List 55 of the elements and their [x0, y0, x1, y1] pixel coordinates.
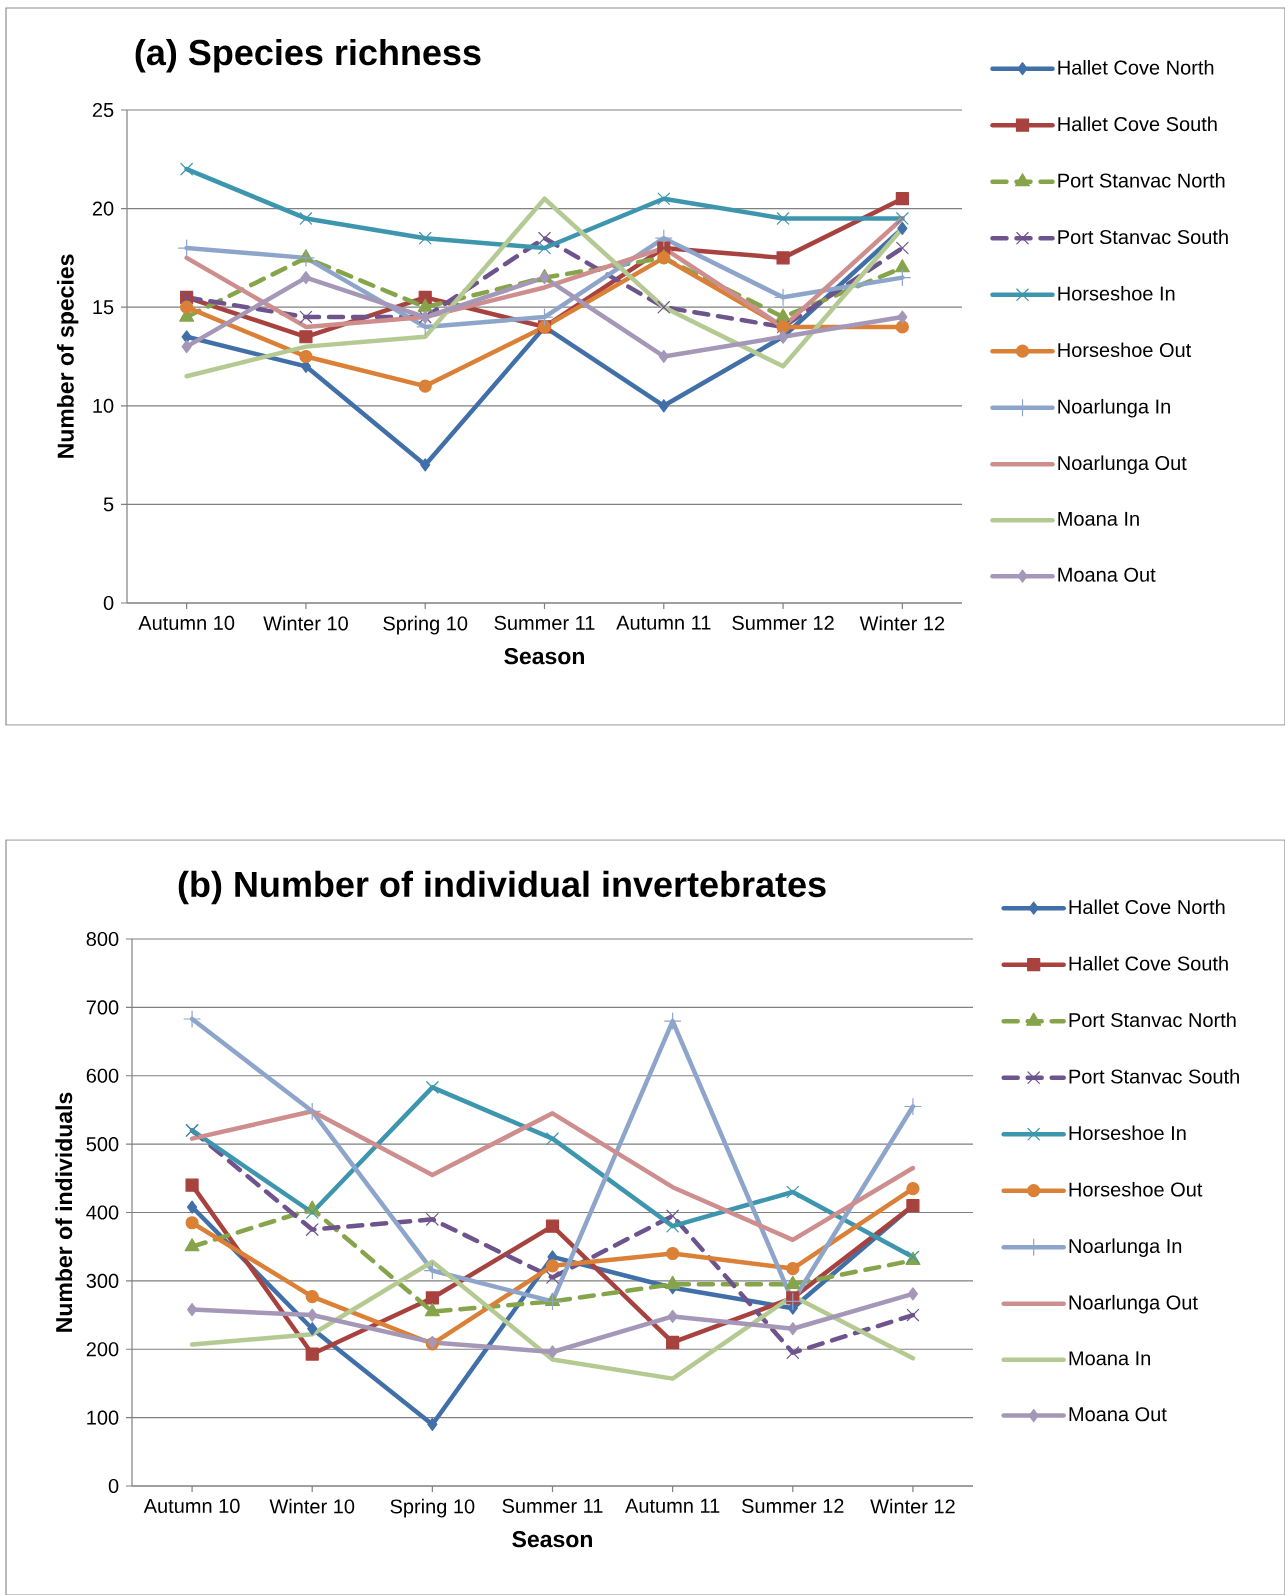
x-tick-label: Summer 12: [742, 1498, 844, 1514]
y-tick-label: 200: [86, 1342, 119, 1357]
legend-label: Horseshoe In: [1069, 1125, 1186, 1141]
x-axis-title: Season: [512, 1531, 592, 1548]
chart-title: (a) Species richness: [135, 38, 481, 73]
x-tick-label: Winter 12: [859, 615, 945, 631]
legend-label: Moana In: [1069, 1351, 1150, 1366]
x-tick-label: Spring 10: [390, 1498, 475, 1518]
legend-label: Hallet Cove North: [1058, 59, 1214, 75]
y-tick-label: 300: [86, 1273, 119, 1288]
x-tick-label: Winter 12: [870, 1498, 955, 1514]
legend-label: Port Stanvac North: [1058, 172, 1225, 188]
legend-label: Port Stanvac North: [1069, 1012, 1236, 1028]
y-tick-label: 0: [108, 1478, 119, 1494]
legend-label: Port Stanvac South: [1069, 1068, 1239, 1084]
legend-label: Noarlunga Out: [1058, 455, 1187, 475]
legend-label: Port Stanvac South: [1058, 229, 1228, 245]
legend-label: Horseshoe In: [1058, 285, 1175, 301]
y-tick-label: 0: [103, 595, 114, 611]
legend-label: Hallet Cove North: [1069, 899, 1225, 915]
x-tick-label: Summer 12: [732, 615, 834, 631]
y-tick-label: 25: [92, 102, 114, 118]
x-tick-label: Autumn 10: [143, 1498, 240, 1514]
legend-label: Noarlunga In: [1069, 1238, 1182, 1258]
x-axis-title: Season: [504, 648, 584, 665]
y-tick-label: 700: [86, 1000, 119, 1015]
x-tick-label: Autumn 10: [138, 615, 235, 631]
x-tick-label: Spring 10: [383, 615, 468, 635]
legend-label: Moana Out: [1058, 567, 1156, 582]
x-tick-label: Autumn 11: [616, 615, 711, 630]
legend-label: Hallet Cove South: [1069, 955, 1228, 971]
legend-label: Hallet Cove South: [1058, 116, 1217, 132]
y-tick-label: 20: [92, 201, 114, 216]
y-tick-label: 400: [86, 1205, 119, 1220]
y-tick-label: 5: [103, 497, 114, 512]
x-tick-label: Summer 11: [494, 615, 595, 631]
x-tick-label: Winter 10: [263, 615, 348, 631]
y-tick-label: 600: [86, 1068, 119, 1083]
legend-label: Noarlunga In: [1058, 398, 1170, 418]
legend-label: Moana In: [1058, 511, 1139, 526]
legend-label: Moana Out: [1069, 1407, 1167, 1422]
y-tick-label: 100: [87, 1410, 119, 1425]
y-tick-label: 15: [93, 300, 114, 315]
x-tick-label: Winter 10: [269, 1498, 355, 1514]
chart-title: (b) Number of individual invertebrates: [178, 870, 826, 905]
y-tick-label: 10: [93, 398, 114, 413]
y-axis-title: Number of species: [56, 254, 79, 458]
y-axis-title: Number of individuals: [55, 1092, 73, 1332]
y-tick-label: 500: [86, 1137, 119, 1152]
x-tick-label: Summer 11: [502, 1498, 603, 1514]
y-tick-label: 800: [86, 931, 119, 947]
legend-label: Horseshoe Out: [1069, 1181, 1203, 1197]
legend-label: Noarlunga Out: [1069, 1294, 1198, 1314]
x-tick-label: Autumn 11: [625, 1498, 720, 1513]
legend-label: Horseshoe Out: [1058, 342, 1192, 358]
